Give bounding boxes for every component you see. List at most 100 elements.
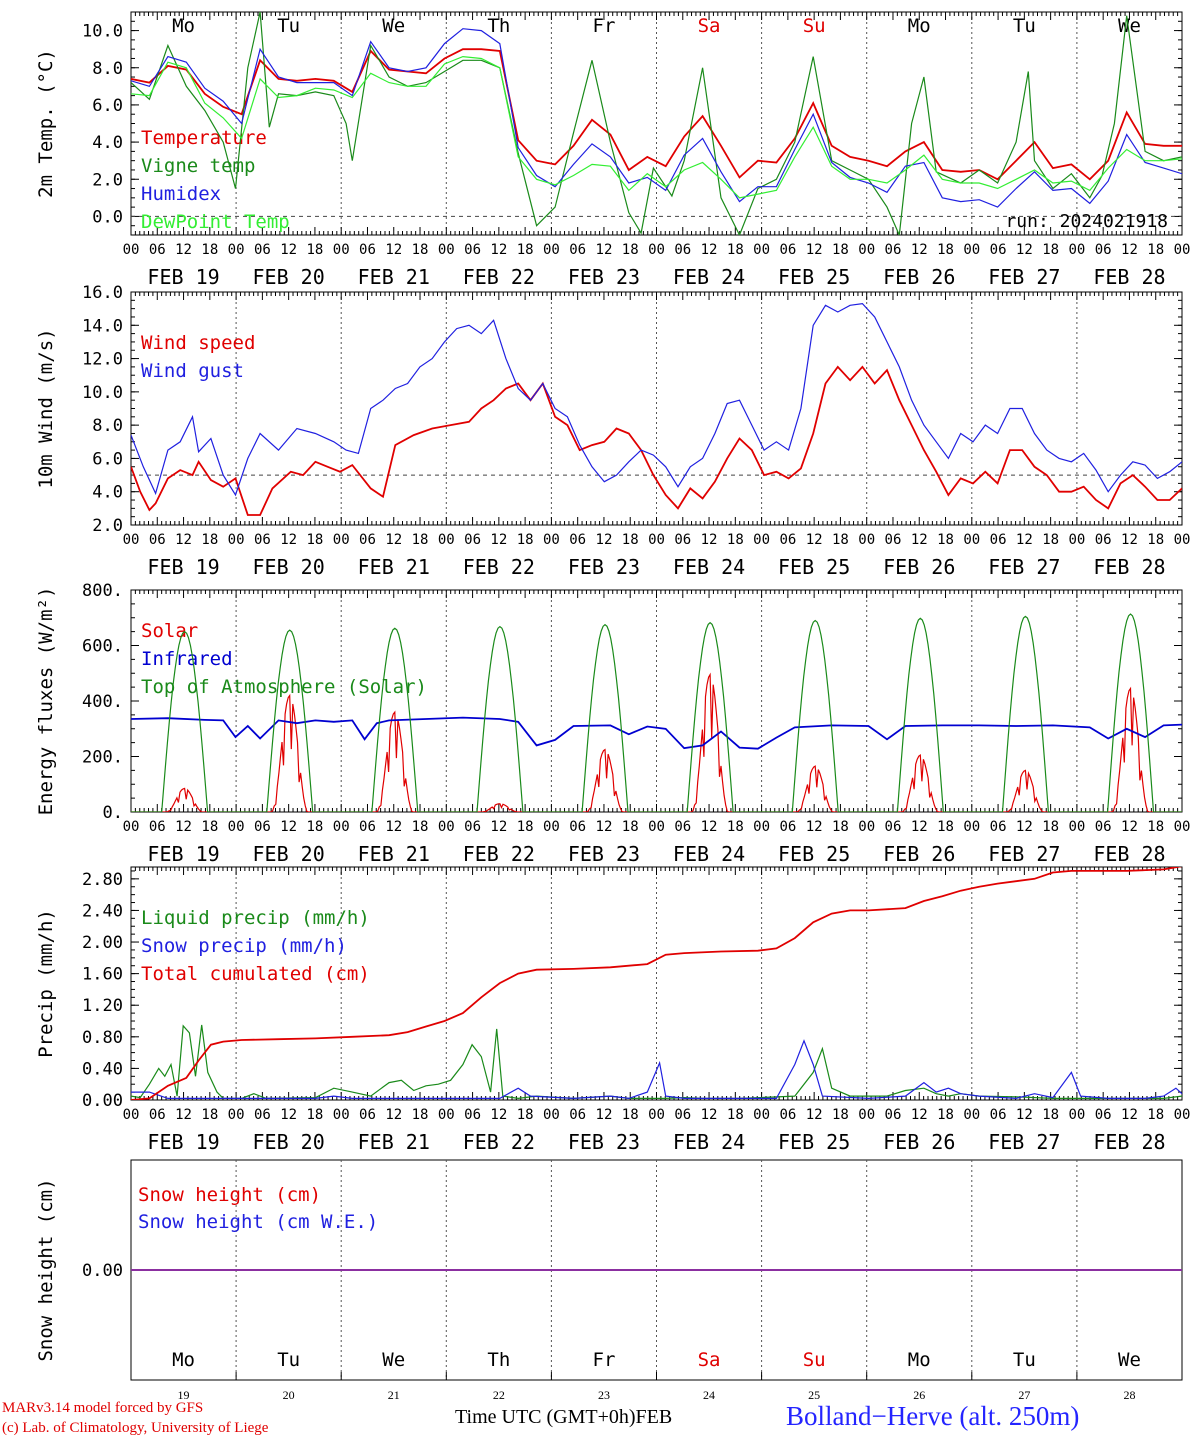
hour-label: 12 — [701, 1107, 718, 1123]
hour-label: 00 — [753, 532, 770, 548]
day-number-label: 19 — [178, 1388, 190, 1402]
hour-label: 00 — [648, 1107, 665, 1123]
hour-label: 06 — [464, 1107, 481, 1123]
hour-label: 06 — [674, 242, 691, 258]
hour-label: 18 — [832, 1107, 849, 1123]
hour-label: 12 — [596, 819, 613, 835]
date-label: FEB 21 — [358, 842, 430, 866]
panel-precip: 0.00 0.40 0.80 1.20 1.60 2.00 2.40 2.80 00 06 12 18… — [35, 866, 1190, 1154]
hour-label: 12 — [911, 1107, 928, 1123]
series-line-solar — [131, 672, 1182, 812]
hour-label: 06 — [674, 1107, 691, 1123]
series-line-wind_speed — [131, 365, 1182, 516]
station-label: Bolland−Herve (alt. 250m) — [786, 1401, 1080, 1431]
y-tick-label: 2.0 — [92, 516, 123, 536]
y-tick-label: 10.0 — [82, 22, 123, 42]
y-tick-label: 200. — [82, 748, 123, 768]
hour-label: 12 — [806, 532, 823, 548]
hour-label: 06 — [149, 532, 166, 548]
legend-humidex: Humidex — [141, 183, 221, 205]
y-axis-title: Precip (mm/h) — [35, 909, 57, 1058]
hour-label: 18 — [201, 819, 218, 835]
hour-label: 12 — [596, 1107, 613, 1123]
hour-label: 00 — [753, 1107, 770, 1123]
hour-label: 12 — [175, 1107, 192, 1123]
hour-label: 12 — [280, 242, 297, 258]
hour-label: 00 — [228, 532, 245, 548]
day-number-label: 28 — [1123, 1388, 1135, 1402]
series-line-toa — [131, 613, 1182, 812]
hour-label: 12 — [806, 1107, 823, 1123]
legend-infrared: Infrared — [141, 648, 233, 670]
y-tick-label: 2.0 — [92, 170, 123, 190]
weekday-label: Mo — [908, 15, 931, 37]
month-label: FEB — [635, 1406, 673, 1428]
hour-label: 18 — [1147, 242, 1164, 258]
hour-label: 00 — [1068, 1107, 1085, 1123]
hour-label: 00 — [648, 819, 665, 835]
date-label: FEB 21 — [358, 265, 430, 289]
hour-label: 12 — [490, 532, 507, 548]
hour-label: 06 — [674, 819, 691, 835]
date-label: FEB 24 — [673, 265, 745, 289]
hour-label: 06 — [149, 1107, 166, 1123]
hour-label: 06 — [359, 819, 376, 835]
hour-label: 12 — [385, 819, 402, 835]
hour-label: 06 — [569, 242, 586, 258]
day-number-label: 20 — [283, 1388, 295, 1402]
date-label: FEB 27 — [988, 842, 1060, 866]
hour-label: 18 — [1042, 819, 1059, 835]
date-label: FEB 20 — [253, 265, 325, 289]
panel-snow: 0.00 19 20 21 22 23 24 25 26 27 28 Mo Tu We Th Fr Sa Su Mo… — [35, 1159, 1183, 1402]
y-axis-title: Energy fluxes (W/m²) — [35, 587, 57, 816]
weekday-label: Th — [487, 1349, 510, 1371]
hour-label: 06 — [1095, 532, 1112, 548]
hour-label: 00 — [1174, 1107, 1191, 1123]
hour-label: 00 — [1068, 242, 1085, 258]
hour-label: 00 — [333, 532, 350, 548]
date-label: FEB 22 — [463, 842, 535, 866]
y-tick-label: 0.40 — [82, 1059, 123, 1079]
hour-label: 18 — [306, 532, 323, 548]
y-axis-title: 2m Temp. (°C) — [35, 49, 57, 198]
lab-credit: (c) Lab. of Climatology, University of L… — [2, 1420, 269, 1436]
hour-label: 18 — [727, 532, 744, 548]
hour-label: 18 — [727, 242, 744, 258]
series-line-liquid — [131, 1024, 1182, 1100]
y-tick-label: 16.0 — [82, 283, 123, 303]
legend-cumulated: Total cumulated (cm) — [141, 963, 370, 985]
hour-label: 06 — [569, 532, 586, 548]
hour-label: 18 — [517, 1107, 534, 1123]
hour-label: 12 — [490, 242, 507, 258]
date-label: FEB 23 — [568, 555, 640, 579]
date-label: FEB 25 — [778, 1130, 850, 1154]
y-tick-label: 0.00 — [82, 1261, 123, 1281]
legend-temperature: Temperature — [141, 127, 267, 149]
hour-label: 00 — [858, 819, 875, 835]
hour-label: 12 — [1016, 532, 1033, 548]
hour-label: 12 — [701, 532, 718, 548]
day-number-label: 23 — [598, 1388, 610, 1402]
y-tick-label: 600. — [82, 637, 123, 657]
hour-label: 12 — [1121, 242, 1138, 258]
date-label: FEB 27 — [988, 1130, 1060, 1154]
hour-label: 12 — [490, 819, 507, 835]
hour-label: 12 — [806, 242, 823, 258]
hour-label: 12 — [1016, 242, 1033, 258]
weekday-label: Mo — [172, 1349, 195, 1371]
date-label: FEB 22 — [463, 1130, 535, 1154]
date-label: FEB 19 — [147, 1130, 219, 1154]
panel-temp: 0.0 2.0 4.0 6.0 8.0 10.0 00 06 12 18 00 06 12 18 00 06 1… — [35, 11, 1190, 289]
hour-label: 06 — [779, 1107, 796, 1123]
hour-label: 06 — [254, 242, 271, 258]
hour-label: 18 — [412, 1107, 429, 1123]
date-label: FEB 21 — [358, 555, 430, 579]
date-label: FEB 19 — [147, 842, 219, 866]
hour-label: 00 — [228, 1107, 245, 1123]
time-axis-label: Time UTC (GMT+0h)FEB — [455, 1406, 672, 1429]
hour-label: 06 — [254, 819, 271, 835]
hour-label: 00 — [963, 532, 980, 548]
legend-snow_h: Snow height (cm) — [138, 1184, 321, 1206]
hour-label: 06 — [149, 819, 166, 835]
series-line-humidex — [131, 28, 1182, 208]
